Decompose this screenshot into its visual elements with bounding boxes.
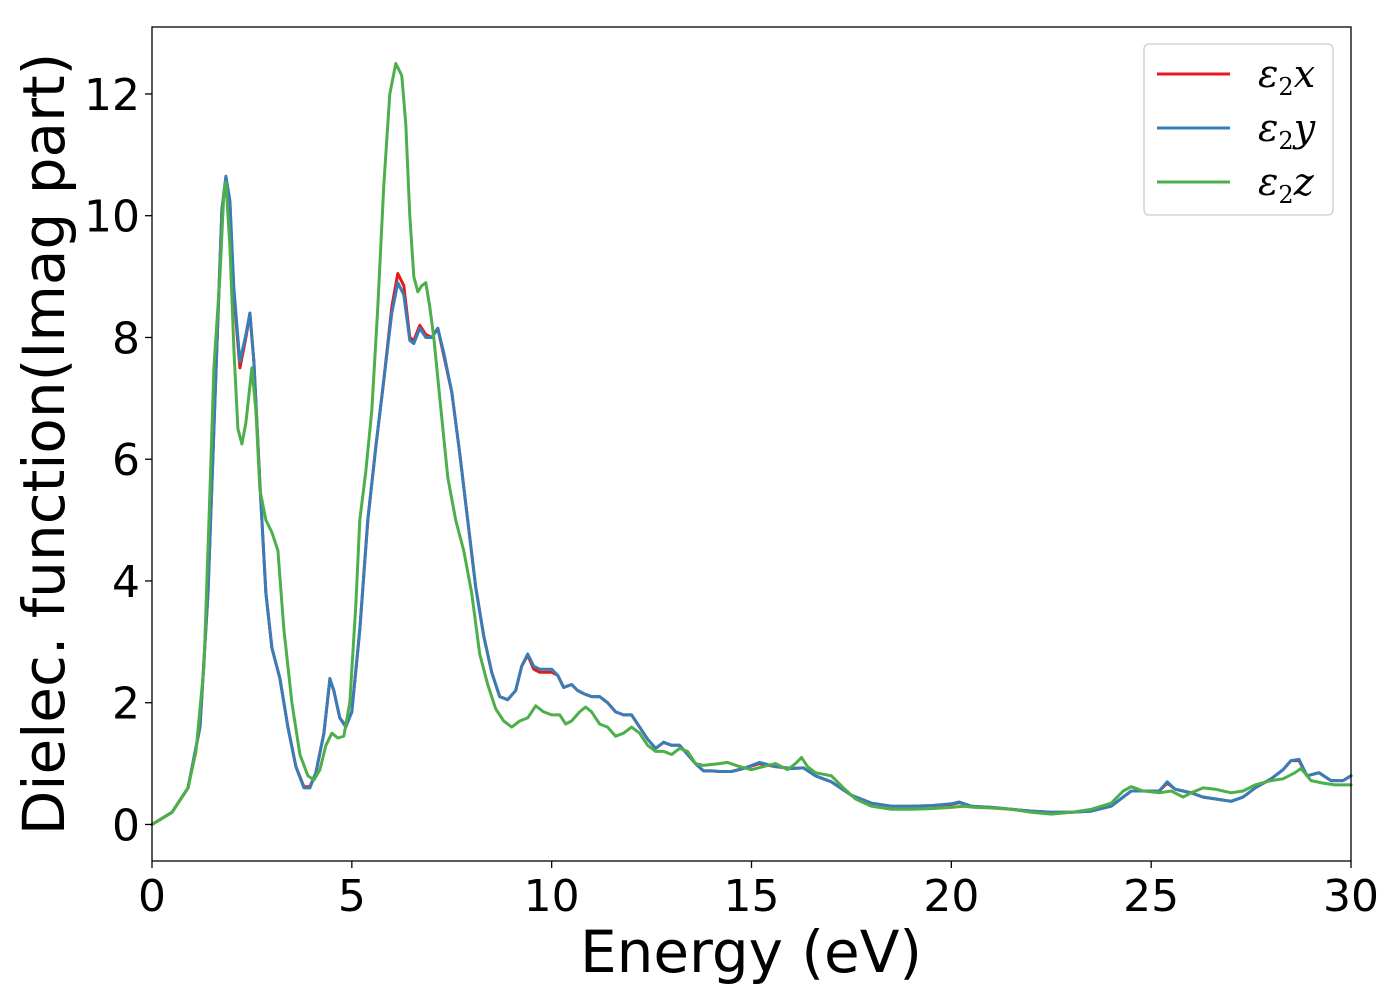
y-tick-label: 2 [112, 679, 140, 730]
x-tick-label: 30 [1323, 871, 1379, 922]
x-axis: 0 5 10 15 20 25 30 [138, 861, 1379, 922]
y-axis-label: Dielec. function(Imag part) [10, 53, 78, 836]
y-tick-label: 12 [84, 70, 140, 121]
series-line-z [150, 62, 1353, 826]
y-tick-label: 10 [84, 192, 140, 243]
legend-label-z: ε2z [1258, 160, 1315, 209]
legend-label-y: ε2y [1258, 106, 1316, 155]
x-tick-label: 10 [524, 871, 580, 922]
x-axis-label: Energy (eV) [580, 918, 922, 986]
y-tick-label: 0 [112, 800, 140, 851]
series-line-y [150, 174, 1353, 826]
legend-label-x: ε2x [1258, 52, 1315, 101]
y-tick-label: 4 [112, 557, 140, 608]
x-tick-label: 5 [338, 871, 366, 922]
x-tick-label: 0 [138, 871, 166, 922]
x-tick-label: 25 [1123, 871, 1179, 922]
y-tick-label: 6 [112, 435, 140, 486]
y-axis: 0 2 4 6 8 10 12 [84, 70, 152, 851]
series-layer [150, 62, 1353, 826]
legend: ε2x ε2y ε2z [1143, 43, 1334, 216]
y-tick-label: 8 [112, 313, 140, 364]
x-tick-label: 15 [724, 871, 780, 922]
series-line-x [150, 177, 1353, 826]
x-tick-label: 20 [923, 871, 979, 922]
legend-box [1143, 43, 1334, 216]
